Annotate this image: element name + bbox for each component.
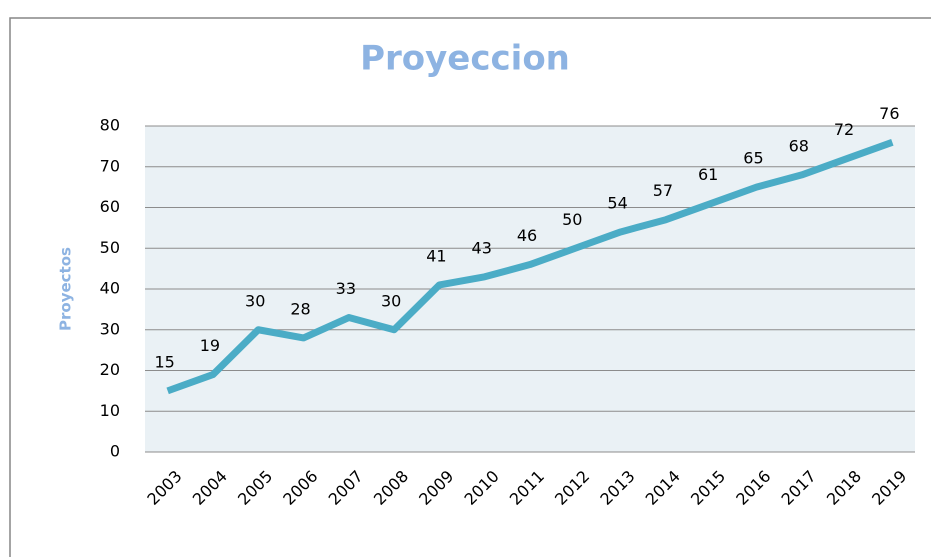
- y-tick-label: 50: [100, 238, 120, 257]
- data-label: 54: [607, 193, 627, 212]
- y-axis-label: Proyectos: [57, 247, 75, 331]
- data-line: [166, 139, 894, 395]
- data-label: 41: [426, 246, 446, 265]
- y-tick-label: 40: [100, 279, 120, 298]
- y-tick-label: 80: [100, 116, 120, 135]
- data-label: 15: [154, 352, 174, 371]
- data-label: 46: [517, 226, 537, 245]
- chart-title: Proyeccion: [360, 39, 570, 79]
- data-label: 30: [381, 291, 401, 310]
- data-label: 19: [200, 336, 220, 355]
- y-tick-label: 10: [100, 401, 120, 420]
- data-label: 76: [879, 104, 899, 123]
- data-label: 28: [290, 299, 310, 318]
- y-tick-label: 60: [100, 197, 120, 216]
- data-label: 65: [743, 149, 763, 168]
- data-label: 61: [698, 165, 718, 184]
- data-label: 72: [834, 120, 854, 139]
- y-tick-label: 30: [100, 319, 120, 338]
- data-label: 68: [789, 136, 809, 155]
- data-label: 50: [562, 210, 582, 229]
- data-label: 57: [653, 181, 673, 200]
- y-tick-label: 20: [100, 360, 120, 379]
- y-tick-label: 70: [100, 156, 120, 175]
- data-label: 30: [245, 291, 265, 310]
- y-tick-label: 0: [110, 442, 120, 461]
- data-label: 43: [472, 238, 492, 257]
- data-label: 33: [336, 279, 356, 298]
